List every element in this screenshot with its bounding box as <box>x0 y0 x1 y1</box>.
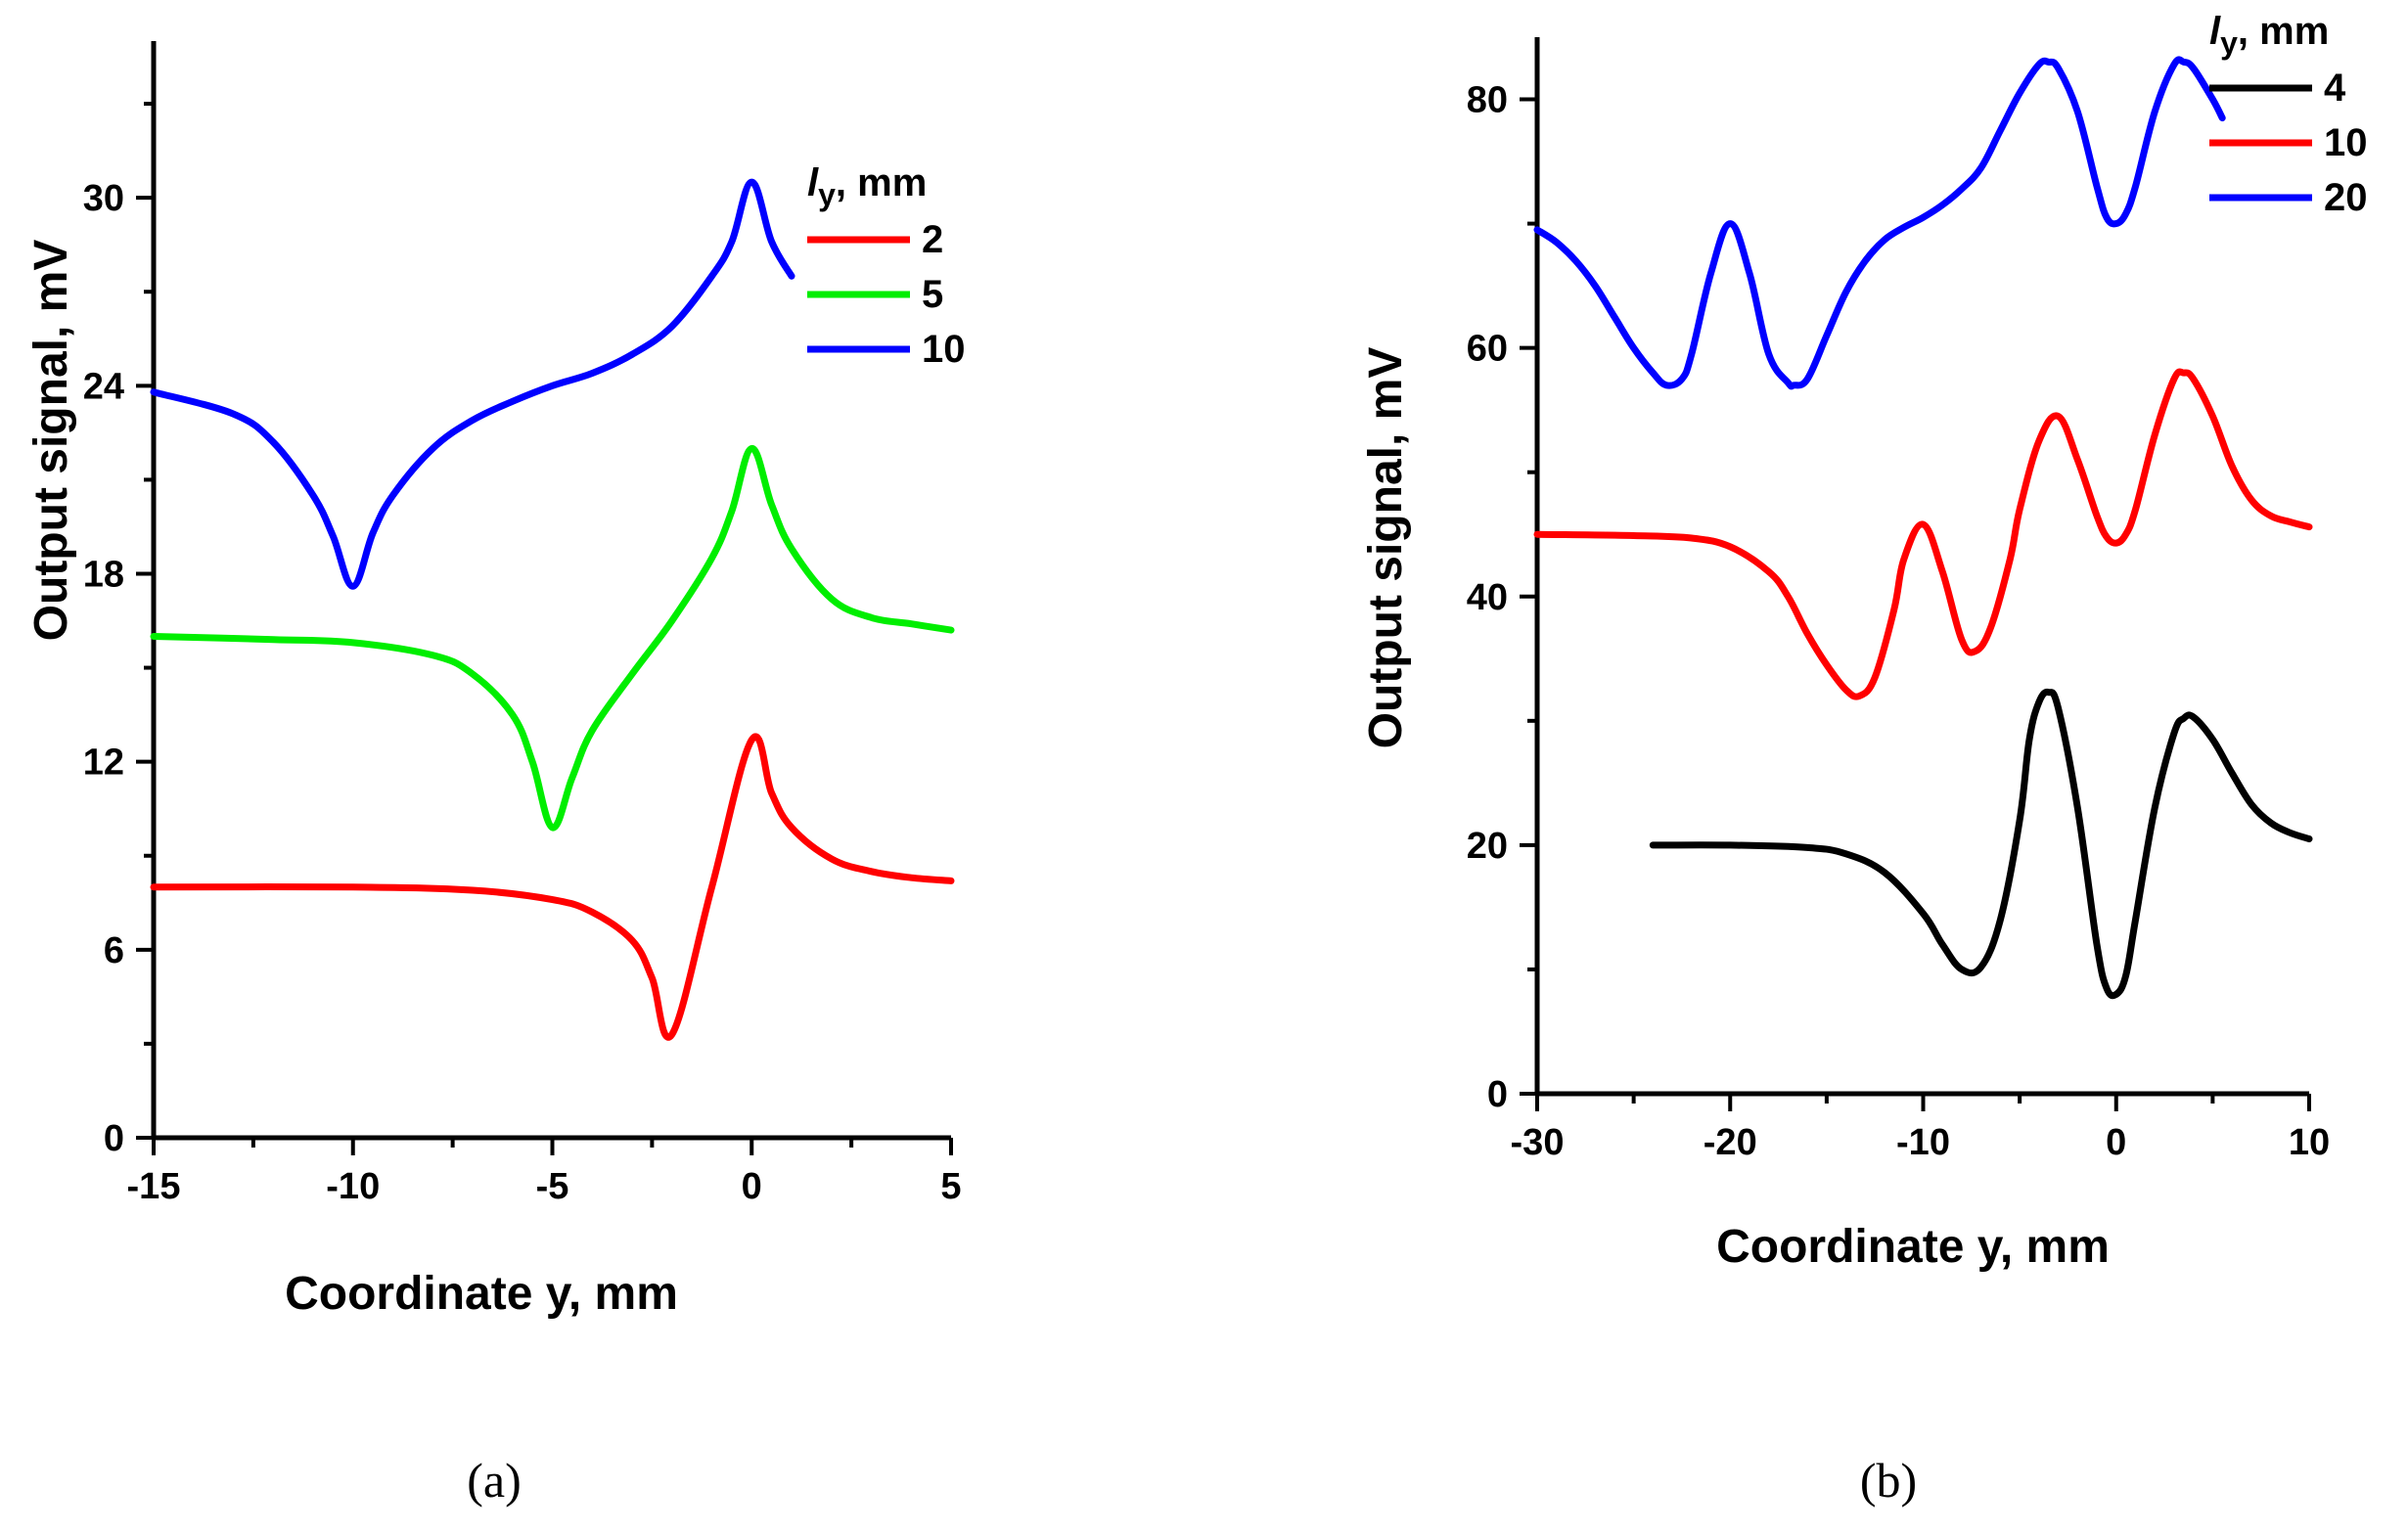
panel-b-x-ticks: -30 -20 -10 0 10 <box>1511 1094 2330 1163</box>
panel-a-x-tick-label: -5 <box>536 1166 569 1207</box>
panel-a-series-line-5 <box>150 444 955 832</box>
panel-a-y-tick-label: 12 <box>83 743 124 784</box>
panel-b-y-tick-label: 0 <box>1487 1074 1508 1115</box>
panel-b-legend-entry-20: 20 <box>2324 176 2368 219</box>
panel-b-x-tick-label: -30 <box>1511 1122 1565 1163</box>
panel-b-x-tick-label: -20 <box>1704 1122 1757 1163</box>
panel-a-x-ticks: -15 -10 -5 0 5 <box>127 1138 962 1207</box>
panel-b-legend-entry-4: 4 <box>2324 67 2346 110</box>
panel-a-x-axis-title: Coordinate y, mm <box>285 1268 678 1320</box>
panel-b-label: (b) <box>1860 1453 1917 1508</box>
panel-b-y-tick-label: 60 <box>1467 329 1508 370</box>
panel-b-x-axis-title: Coordinate y, mm <box>1716 1221 2110 1273</box>
panel-b-x-tick-label: 10 <box>2289 1122 2330 1163</box>
panel-a-x-tick-label: -10 <box>326 1166 380 1207</box>
chart-panel-a: -15 -10 -5 0 5 0 6 12 18 24 30 Coordinate y, mm O… <box>25 41 966 1508</box>
panel-a-y-tick-label: 0 <box>104 1118 124 1159</box>
panel-a-legend-entry-10: 10 <box>922 328 966 371</box>
panel-a-series-line-10 <box>150 178 795 590</box>
panel-a-y-tick-label: 30 <box>83 178 124 219</box>
panel-b-legend: ly, mm 4 10 20 <box>2209 10 2368 219</box>
panel-b-series-line-10 <box>1533 368 2313 700</box>
panel-b-axes <box>1534 37 2309 1097</box>
panel-a-legend-entry-2: 2 <box>922 218 943 261</box>
panel-b-y-ticks: 0 20 40 60 80 <box>1467 80 1537 1115</box>
panel-a-y-tick-label: 24 <box>83 366 124 407</box>
panel-a-y-tick-label: 6 <box>104 930 124 971</box>
panel-a-x-tick-label: -15 <box>127 1166 181 1207</box>
panel-a-series-line-2 <box>150 733 955 1041</box>
panel-b-curves <box>1533 56 2313 1000</box>
panel-b-legend-entry-10: 10 <box>2324 121 2368 164</box>
panel-b-y-axis-title: Output signal, mV <box>1360 347 1412 749</box>
panel-a-y-axis-title: Output signal, mV <box>25 240 77 642</box>
panel-b-y-tick-label: 40 <box>1467 577 1508 618</box>
panel-b-y-tick-label: 80 <box>1467 80 1508 121</box>
panel-b-legend-title: ly, mm <box>2209 10 2329 61</box>
panel-b-x-tick-label: -10 <box>1896 1122 1950 1163</box>
panel-b-series-line-20 <box>1533 56 2226 390</box>
panel-a-label: (a) <box>467 1453 522 1508</box>
panel-a-legend-title: ly, mm <box>807 161 927 212</box>
panel-a-x-tick-label: 0 <box>742 1166 762 1207</box>
panel-a-y-tick-label: 18 <box>83 554 124 595</box>
panel-b-series-line-4 <box>1649 688 2313 1000</box>
panel-b-y-tick-label: 20 <box>1467 826 1508 867</box>
panel-b-x-tick-label: 0 <box>2106 1122 2126 1163</box>
panel-a-x-tick-label: 5 <box>940 1166 961 1207</box>
panel-a-legend-entry-5: 5 <box>922 273 943 316</box>
panel-a-y-ticks: 0 6 12 18 24 30 <box>83 102 154 1159</box>
panel-a-legend: ly, mm 2 5 10 <box>807 161 966 371</box>
panel-a-curves <box>150 178 955 1041</box>
